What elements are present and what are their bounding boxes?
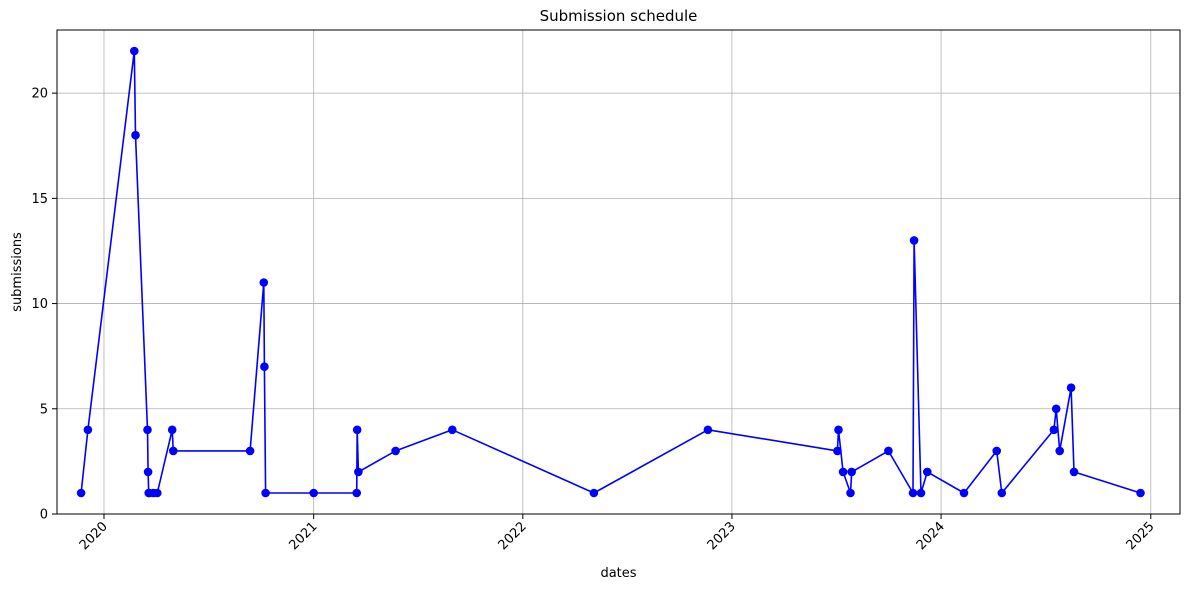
data-point xyxy=(391,446,400,456)
data-point xyxy=(916,488,926,498)
y-tick-label: 20 xyxy=(31,87,48,102)
y-tick-label: 15 xyxy=(31,192,48,207)
data-point xyxy=(260,362,269,372)
data-point xyxy=(261,488,270,498)
data-point xyxy=(834,425,843,435)
data-point xyxy=(130,46,139,56)
data-point xyxy=(908,488,918,498)
data-point xyxy=(169,446,178,456)
y-tick-label: 5 xyxy=(40,402,48,417)
data-point xyxy=(909,236,919,245)
data-point xyxy=(847,467,856,477)
data-point xyxy=(354,467,363,477)
data-point xyxy=(959,488,969,498)
y-axis-title: submissions xyxy=(10,232,25,312)
data-point xyxy=(589,488,599,498)
data-point xyxy=(76,488,86,498)
data-point xyxy=(923,467,932,477)
data-point xyxy=(143,467,153,477)
data-point xyxy=(997,488,1007,498)
data-point xyxy=(703,425,713,435)
y-tick-label: 0 xyxy=(40,508,48,523)
plot-area-frame xyxy=(56,29,1181,515)
data-point xyxy=(838,467,848,477)
data-point xyxy=(833,446,842,456)
data-point xyxy=(1051,404,1061,414)
data-point xyxy=(992,446,1001,456)
x-axis-title: dates xyxy=(600,566,636,581)
data-point xyxy=(352,488,362,498)
data-point xyxy=(143,425,152,435)
data-point xyxy=(884,446,893,456)
data-point xyxy=(259,278,269,287)
data-point xyxy=(1055,446,1064,456)
chart-title: Submission schedule xyxy=(540,7,698,25)
data-point xyxy=(1049,425,1059,435)
data-point xyxy=(1069,467,1079,477)
data-point xyxy=(352,425,362,435)
data-point xyxy=(153,488,162,498)
data-point xyxy=(448,425,457,435)
data-point xyxy=(846,488,855,498)
data-point xyxy=(309,488,319,498)
data-point xyxy=(83,425,93,435)
data-point xyxy=(245,446,255,456)
data-point xyxy=(1066,383,1076,393)
data-point xyxy=(1136,488,1145,498)
series-layer xyxy=(76,46,1145,498)
data-point xyxy=(167,425,177,435)
data-point xyxy=(131,130,140,140)
y-tick-label: 10 xyxy=(31,297,48,312)
